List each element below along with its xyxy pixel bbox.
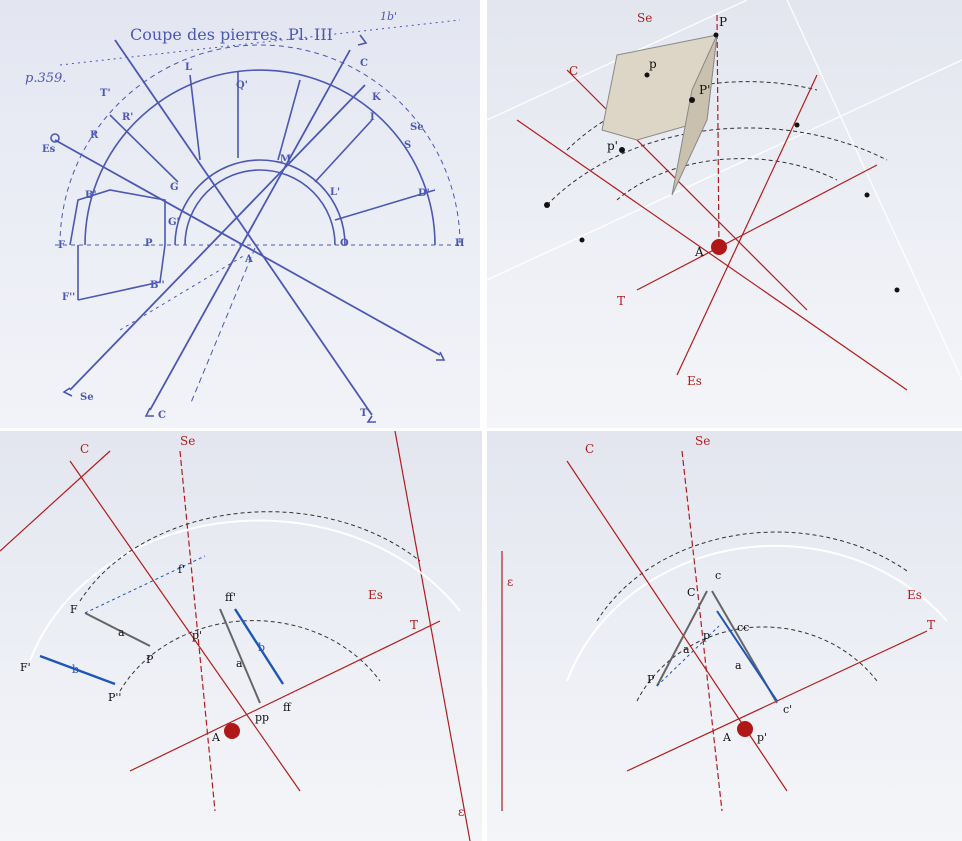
label-A: A bbox=[244, 254, 253, 265]
label-C: C bbox=[569, 64, 578, 78]
label-c: c bbox=[715, 569, 721, 582]
3d-projection-view-2: C Se Es T ε C c p cc P a a A p' c' bbox=[501, 434, 948, 812]
label-O: O bbox=[340, 238, 349, 249]
label-Se-top: Se bbox=[410, 122, 424, 133]
label-a: a bbox=[683, 643, 690, 656]
render-panel-top: Se C T Es P p P' p' A bbox=[487, 0, 962, 428]
label-P3: P'' bbox=[108, 691, 121, 704]
label-b: b bbox=[72, 663, 79, 676]
label-R2: R' bbox=[122, 112, 133, 123]
corner-mark: 1b' bbox=[380, 10, 397, 23]
label-C-bot: C bbox=[158, 410, 166, 421]
drawing-title: Coupe des pierres. Pl. III bbox=[130, 25, 333, 44]
label-a2: a bbox=[735, 659, 742, 672]
label-p2: p' bbox=[757, 731, 767, 744]
label-B2: B'' bbox=[150, 280, 165, 291]
label-T: T bbox=[927, 618, 935, 632]
drawing-panel: Coupe des pierres. Pl. III 1b' p.359. T'… bbox=[0, 0, 480, 428]
label-C: C bbox=[80, 442, 89, 456]
label-S: S bbox=[404, 140, 411, 151]
label-Es: Es bbox=[687, 374, 702, 388]
label-A: A bbox=[722, 731, 732, 744]
label-P: P bbox=[146, 653, 154, 666]
label-cc: cc bbox=[737, 621, 749, 634]
label-T-bot: T bbox=[360, 408, 368, 419]
origin-sphere bbox=[711, 239, 727, 255]
label-H: H bbox=[455, 238, 464, 249]
label-P: P bbox=[719, 15, 727, 29]
label-M: M bbox=[280, 154, 291, 165]
label-B: B' bbox=[85, 190, 97, 201]
label-p2: p' bbox=[192, 629, 202, 642]
label-p: p bbox=[703, 629, 710, 642]
label-b2: b bbox=[258, 641, 265, 654]
label-f: f' bbox=[178, 563, 185, 576]
label-G2: G' bbox=[168, 217, 180, 228]
label-eps: ε bbox=[507, 575, 513, 589]
label-a: a bbox=[118, 626, 125, 639]
label-p2: p' bbox=[607, 139, 618, 153]
label-D: D' bbox=[418, 188, 430, 199]
label-pp: pp bbox=[255, 711, 269, 724]
label-C-top: C bbox=[360, 58, 368, 69]
stonecutting-drawing: Coupe des pierres. Pl. III 1b' p.359. T'… bbox=[25, 10, 464, 423]
label-L: L bbox=[185, 62, 192, 73]
render-panel-left: C Se Es T ε F F' P P'' f' ff' p' a a b b… bbox=[0, 431, 482, 841]
label-Es: Es bbox=[907, 588, 922, 602]
label-Se-bot: Se bbox=[80, 392, 94, 403]
label-ff2: ff' bbox=[225, 591, 236, 604]
label-P2: P' bbox=[699, 83, 710, 97]
label-C2: C bbox=[687, 586, 695, 599]
label-Es: Es bbox=[42, 144, 56, 155]
label-L2: L' bbox=[330, 187, 340, 198]
label-a2: a bbox=[236, 657, 243, 670]
label-A: A bbox=[694, 245, 704, 259]
label-F: F bbox=[70, 603, 78, 616]
label-F2: F' bbox=[20, 661, 31, 674]
label-P: P bbox=[145, 238, 153, 249]
label-Q: Q' bbox=[236, 80, 248, 91]
label-T: T bbox=[617, 294, 625, 308]
label-Se: Se bbox=[637, 11, 652, 25]
label-T-top: T' bbox=[100, 88, 111, 99]
label-F2: F'' bbox=[62, 292, 75, 303]
label-C: C bbox=[585, 442, 594, 456]
label-R: R bbox=[90, 130, 99, 141]
label-K: K bbox=[372, 92, 381, 103]
label-G: G bbox=[170, 182, 179, 193]
label-F: F bbox=[58, 240, 65, 251]
label-p: p bbox=[649, 57, 657, 71]
3d-vault-view: Se C T Es P p P' p' A bbox=[487, 0, 962, 391]
label-A: A bbox=[211, 731, 221, 744]
label-T: T bbox=[410, 618, 418, 632]
label-c2: c' bbox=[783, 703, 792, 716]
label-Se: Se bbox=[180, 434, 195, 448]
label-P: P bbox=[647, 673, 655, 686]
label-Es: Es bbox=[368, 588, 383, 602]
label-eps: ε bbox=[458, 805, 464, 819]
page-ref: p.359. bbox=[25, 71, 66, 86]
label-Se: Se bbox=[695, 434, 710, 448]
3d-projection-view: C Se Es T ε F F' P P'' f' ff' p' a a b b… bbox=[0, 431, 471, 841]
label-I: I bbox=[370, 112, 375, 123]
label-ff: ff bbox=[283, 701, 292, 714]
render-panel-right: C Se Es T ε C c p cc P a a A p' c' bbox=[487, 431, 962, 841]
